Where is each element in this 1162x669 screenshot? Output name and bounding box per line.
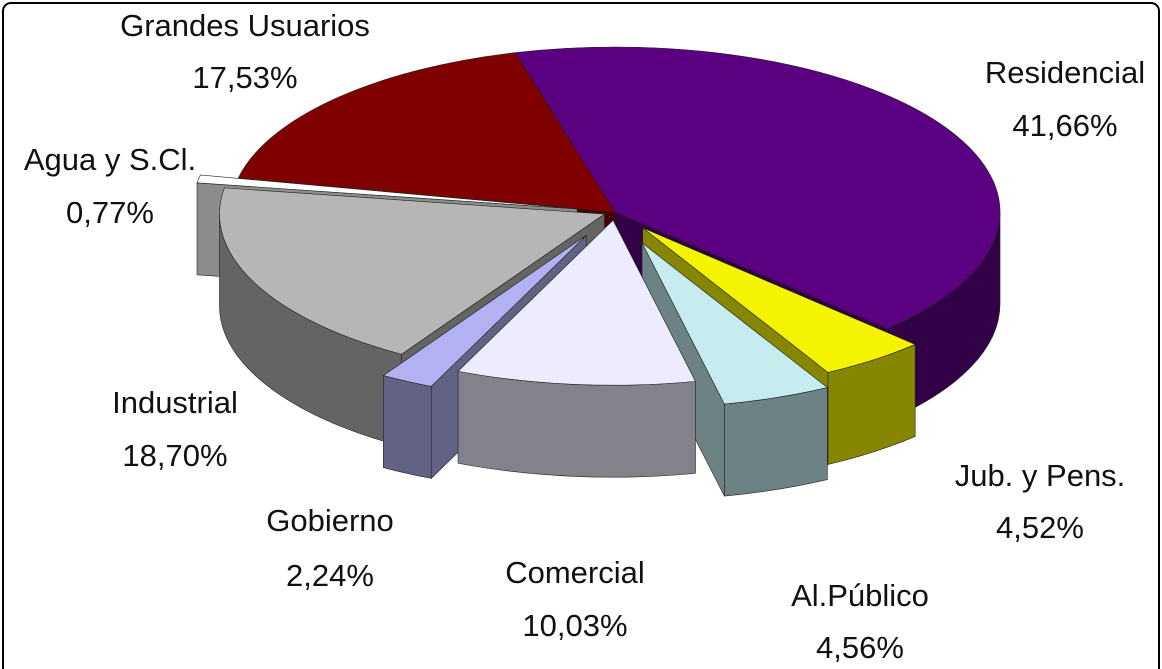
slice-label: Agua y S.Cl. (24, 142, 196, 177)
slice-top (642, 227, 916, 373)
slice-value-label: 17,53% (192, 60, 297, 95)
slice-value-label: 2,24% (286, 558, 374, 593)
slice-value-label: 41,66% (1012, 108, 1117, 143)
slice-label: Al.Público (791, 578, 929, 613)
slice-label: Jub. y Pens. (955, 458, 1126, 493)
slice-top (457, 219, 696, 386)
slice-top (514, 46, 1001, 329)
slice-top (196, 174, 578, 210)
slice-value-label: 0,77% (66, 195, 154, 230)
slice-top (237, 52, 616, 213)
slice (457, 219, 696, 478)
slice-wall (457, 370, 696, 478)
slice-value-label: 4,56% (816, 630, 904, 665)
slice-label: Industrial (112, 385, 238, 420)
slice-value-label: 10,03% (522, 608, 627, 643)
slice-value-label: 18,70% (122, 438, 227, 473)
slice-top (219, 187, 606, 355)
slice-label: Residencial (985, 55, 1145, 90)
slice-top (641, 242, 829, 405)
slice-label: Gobierno (266, 503, 394, 538)
slice-top (382, 235, 587, 387)
slice-value-label: 4,52% (996, 510, 1084, 545)
slice-wall (383, 375, 432, 479)
slice-label: Grandes Usuarios (120, 8, 370, 43)
slice-label: Comercial (505, 555, 645, 590)
slice-wall (724, 387, 828, 497)
